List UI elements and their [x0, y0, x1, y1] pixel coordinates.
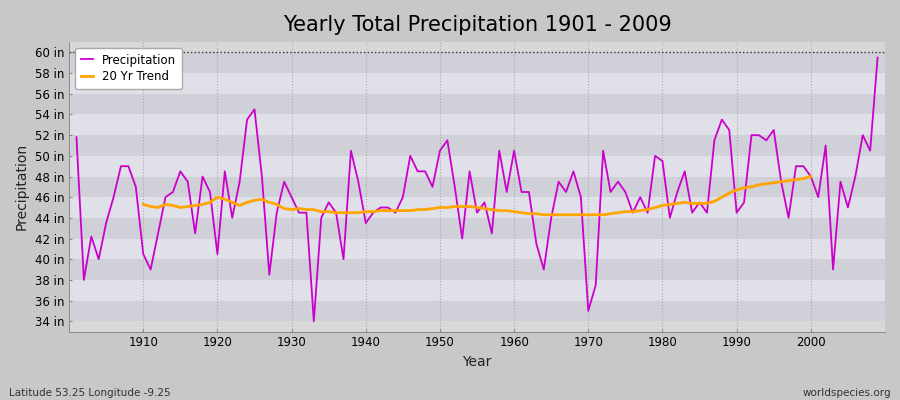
Bar [69, 156, 885, 176]
Precipitation [605, 190, 616, 194]
Precipitation [872, 55, 883, 60]
Bar [69, 114, 885, 135]
Title: Yearly Total Precipitation 1901 - 2009: Yearly Total Precipitation 1901 - 2009 [283, 15, 671, 35]
X-axis label: Year: Year [463, 355, 491, 369]
Bar [69, 94, 885, 114]
Bar [69, 135, 885, 156]
Bar [69, 52, 885, 73]
Precipitation [293, 210, 304, 215]
20 Yr Trend [790, 177, 801, 182]
Bar [69, 176, 885, 197]
Y-axis label: Precipitation: Precipitation [15, 143, 29, 230]
Precipitation [508, 148, 519, 153]
Bar [69, 197, 885, 218]
Line: 20 Yr Trend: 20 Yr Trend [143, 176, 811, 215]
Precipitation [71, 135, 82, 140]
20 Yr Trend [138, 202, 148, 207]
Precipitation [130, 184, 141, 189]
Text: Latitude 53.25 Longitude -9.25: Latitude 53.25 Longitude -9.25 [9, 388, 171, 398]
20 Yr Trend [309, 207, 320, 212]
Precipitation [516, 190, 526, 194]
Bar [69, 73, 885, 94]
Precipitation [309, 319, 320, 324]
20 Yr Trend [798, 176, 809, 181]
20 Yr Trend [709, 199, 720, 204]
20 Yr Trend [538, 212, 549, 217]
20 Yr Trend [293, 206, 304, 211]
20 Yr Trend [806, 174, 816, 179]
Legend: Precipitation, 20 Yr Trend: Precipitation, 20 Yr Trend [75, 48, 182, 89]
Bar [69, 238, 885, 259]
Bar [69, 218, 885, 238]
Text: worldspecies.org: worldspecies.org [803, 388, 891, 398]
Line: Precipitation: Precipitation [76, 58, 878, 321]
Bar [69, 280, 885, 300]
Precipitation [346, 148, 356, 153]
Bar [69, 300, 885, 321]
Bar [69, 259, 885, 280]
20 Yr Trend [220, 197, 230, 202]
